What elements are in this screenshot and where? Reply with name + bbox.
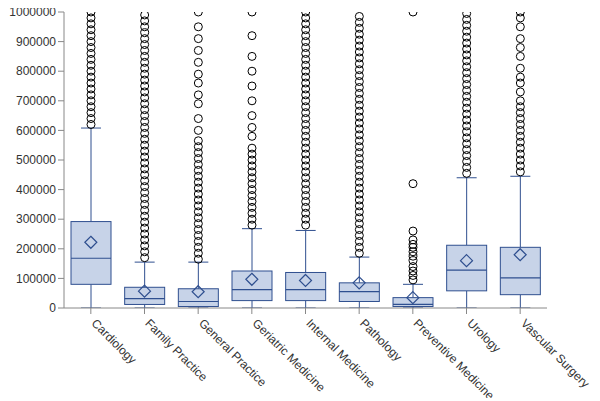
- svg-text:900000: 900000: [16, 35, 56, 49]
- svg-text:500000: 500000: [16, 153, 56, 167]
- svg-text:100000: 100000: [16, 272, 56, 286]
- svg-text:300000: 300000: [16, 212, 56, 226]
- svg-text:Pathology: Pathology: [357, 316, 405, 364]
- svg-text:1000000: 1000000: [9, 8, 56, 19]
- svg-text:Internal Medicine: Internal Medicine: [303, 316, 378, 391]
- svg-text:Cardiology: Cardiology: [89, 316, 139, 366]
- svg-text:200000: 200000: [16, 242, 56, 256]
- svg-text:Vascular Surgery: Vascular Surgery: [518, 316, 592, 390]
- svg-text:Geriatric Medicine: Geriatric Medicine: [249, 316, 328, 395]
- svg-text:Urology: Urology: [464, 316, 503, 355]
- svg-text:700000: 700000: [16, 94, 56, 108]
- svg-text:0: 0: [49, 301, 56, 315]
- svg-text:800000: 800000: [16, 64, 56, 78]
- svg-text:400000: 400000: [16, 183, 56, 197]
- svg-text:600000: 600000: [16, 124, 56, 138]
- svg-text:Family Practice: Family Practice: [142, 316, 211, 385]
- svg-text:General Practice: General Practice: [196, 316, 270, 390]
